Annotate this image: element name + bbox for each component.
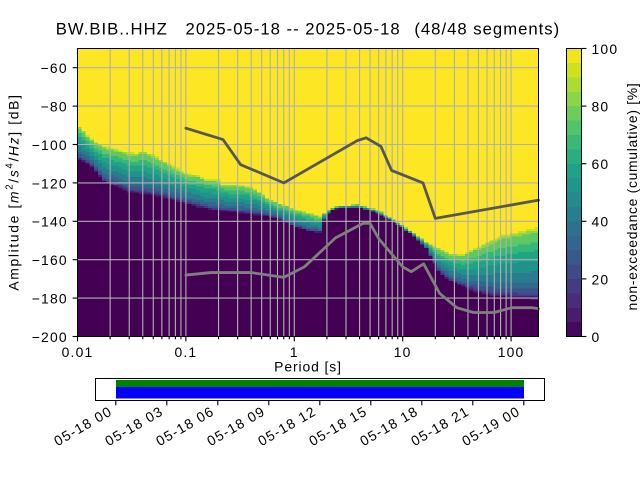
svg-text:−120: −120 (32, 175, 68, 191)
svg-text:40: 40 (592, 214, 610, 230)
svg-text:Period [s]: Period [s] (274, 359, 342, 375)
svg-text:0.01: 0.01 (62, 344, 94, 360)
svg-text:−100: −100 (32, 137, 68, 153)
svg-text:10: 10 (394, 344, 412, 360)
svg-text:−160: −160 (32, 252, 68, 268)
svg-text:100: 100 (592, 41, 619, 57)
svg-text:non-exceedance (cumulative) [%: non-exceedance (cumulative) [%] (624, 83, 640, 311)
svg-text:−200: −200 (32, 329, 68, 345)
svg-text:0: 0 (592, 329, 601, 345)
svg-text:−60: −60 (41, 60, 68, 76)
svg-text:BW.BIB..HHZ 2025-05-18 -- 2025: BW.BIB..HHZ 2025-05-18 -- 2025-05-18 (48… (56, 20, 560, 39)
svg-text:−180: −180 (32, 291, 68, 307)
svg-text:20: 20 (592, 271, 610, 287)
svg-text:Amplitude [m2/s4/Hz] [dB]: Amplitude [m2/s4/Hz] [dB] (5, 93, 22, 290)
svg-text:1: 1 (290, 344, 299, 360)
svg-text:−80: −80 (41, 99, 68, 115)
svg-text:80: 80 (592, 99, 610, 115)
svg-text:−140: −140 (32, 214, 68, 230)
svg-text:100: 100 (498, 344, 525, 360)
svg-text:0.1: 0.1 (174, 344, 197, 360)
svg-text:60: 60 (592, 156, 610, 172)
